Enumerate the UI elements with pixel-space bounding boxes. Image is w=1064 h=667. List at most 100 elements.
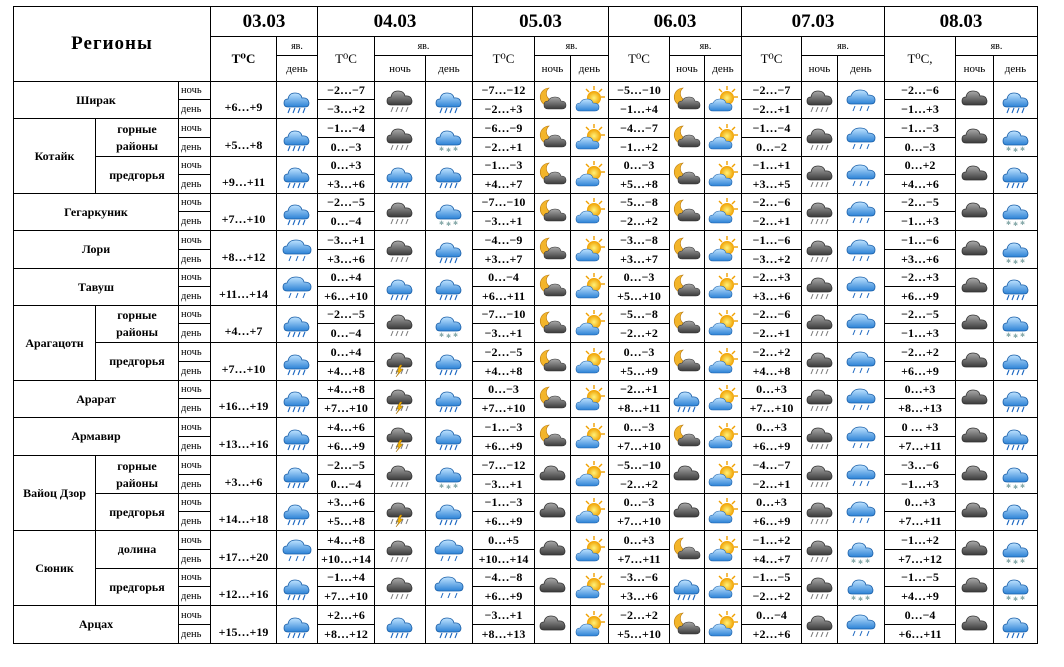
weather-moon-cloud-icon [669,81,705,119]
weather-cloud-dark-icon [955,455,994,494]
temp-night: −1…−5 [884,568,956,587]
weather-cloud-rain-icon [837,417,885,456]
weather-cloud-gray-icon [801,268,838,306]
svg-text:✱: ✱ [1006,595,1011,602]
night-header: ночь [669,55,705,82]
svg-text:✱: ✱ [453,332,458,339]
svg-text:✱: ✱ [453,220,458,227]
temp-night: +3…+6 [317,493,375,512]
temp-day: +4…+7 [741,549,802,569]
svg-text:✱: ✱ [439,483,444,490]
weather-rain-icon [374,156,426,194]
temp-day: +6…+11 [884,624,956,644]
weather-cloud-dark-icon [534,455,571,494]
weather-snow-icon: ✱ ✱ ✱ [993,568,1038,606]
temp-day: +9…+11 [210,156,277,194]
temp-day: +12…+16 [210,568,277,606]
night-label: ночь [178,81,211,100]
night-label: ночь [178,605,211,625]
temp-day: +5…+8 [608,174,670,194]
temp-night: −1…−6 [884,230,956,250]
svg-text:✱: ✱ [858,559,863,565]
temp-day: −1…+3 [884,211,956,231]
weather-moon-cloud-icon [534,156,571,194]
temp-day: +7…+10 [741,398,802,418]
temp-day: +7…+10 [608,436,670,456]
svg-text:✱: ✱ [453,483,458,490]
temp-day: +6…+9 [884,361,956,381]
temp-day: −3…+2 [741,249,802,269]
weather-rain-icon [425,605,473,644]
weather-snow-icon: ✱ ✱ ✱ [993,230,1038,269]
weather-cloud-gray-icon [374,305,426,343]
day-header: день [704,55,742,82]
weather-cloud-gray-icon [374,193,426,231]
weather-cloud-rain-icon [837,342,885,381]
weather-sun-cloud-icon [570,493,609,531]
weather-snow-icon: ✱ ✱ ✱ [993,193,1038,231]
weather-cloud-gray-icon [801,118,838,157]
weather-cloud-rain-icon [837,380,885,418]
temp-night: −1…−3 [472,493,535,512]
temp-night: −1…−4 [317,118,375,138]
day-label: день [178,436,211,456]
temp-day: +7…+10 [317,586,375,606]
temp-night: −2…−5 [317,455,375,475]
weather-cloud-dark-icon [669,493,705,531]
weather-rain-icon [425,156,473,194]
temp-day: +6…+9 [210,81,277,119]
weather-rain-icon [425,81,473,119]
temp-day: −2…+3 [472,99,535,119]
day-label: день [178,398,211,418]
day-header: день [993,55,1038,82]
weather-rain-icon [993,605,1038,644]
subregion-name: предгорья [95,342,179,381]
weather-thunder-icon [374,417,426,456]
weather-sun-cloud-icon [570,268,609,306]
weather-moon-cloud-icon [534,118,571,157]
weather-moon-cloud-icon [669,118,705,157]
weather-rain-icon [993,493,1038,531]
weather-sun-cloud-icon [570,305,609,343]
temp-night: 0…−4 [741,605,802,625]
temp-night: +4…+6 [317,417,375,437]
temp-day: 0…−3 [317,137,375,157]
temp-day: +10…+14 [317,549,375,569]
date-header: 05.03 [472,6,609,37]
weather-rain-icon [425,230,473,269]
svg-text:✱: ✱ [1006,220,1011,227]
weather-cloud-gray-icon [801,305,838,343]
weather-snow-icon: ✱ ✱ ✱ [993,118,1038,157]
temp-night: 0…−3 [608,417,670,437]
svg-text:✱: ✱ [1006,483,1011,490]
weather-moon-cloud-icon [669,156,705,194]
temp-night: −3…−6 [884,455,956,475]
weather-sun-cloud-icon [704,268,742,306]
weather-cloud-gray-icon [801,568,838,606]
temp-day: 0…−4 [317,474,375,494]
weather-cloud-rain-icon [837,230,885,269]
svg-text:✱: ✱ [453,146,458,153]
weather-sun-cloud-icon [570,156,609,194]
svg-text:✱: ✱ [1020,258,1025,265]
weather-rain-icon [276,455,318,494]
temp-day: +6…+9 [472,511,535,531]
temp-night: −6…−9 [472,118,535,138]
temp-night: −2…−6 [741,193,802,212]
weather-cloud-dark-icon [534,568,571,606]
temp-night: −5…−8 [608,305,670,324]
weather-snow-icon: ✱ ✱ ✱ [837,568,885,606]
temp-night: 0…−3 [472,380,535,399]
temp-night: −3…+1 [472,605,535,625]
night-label: ночь [178,380,211,399]
weather-cloud-gray-icon [374,530,426,569]
weather-moon-cloud-icon [669,268,705,306]
temp-day: +7…+10 [210,342,277,381]
weather-rain-icon [276,342,318,381]
temp-night: −5…−8 [608,193,670,212]
weather-cloud-dark-icon [955,530,994,569]
temp-day: −1…+3 [884,99,956,119]
temp-day: +4…+8 [317,361,375,381]
svg-text:✱: ✱ [446,484,451,490]
weather-cloud-dark-icon [669,455,705,494]
